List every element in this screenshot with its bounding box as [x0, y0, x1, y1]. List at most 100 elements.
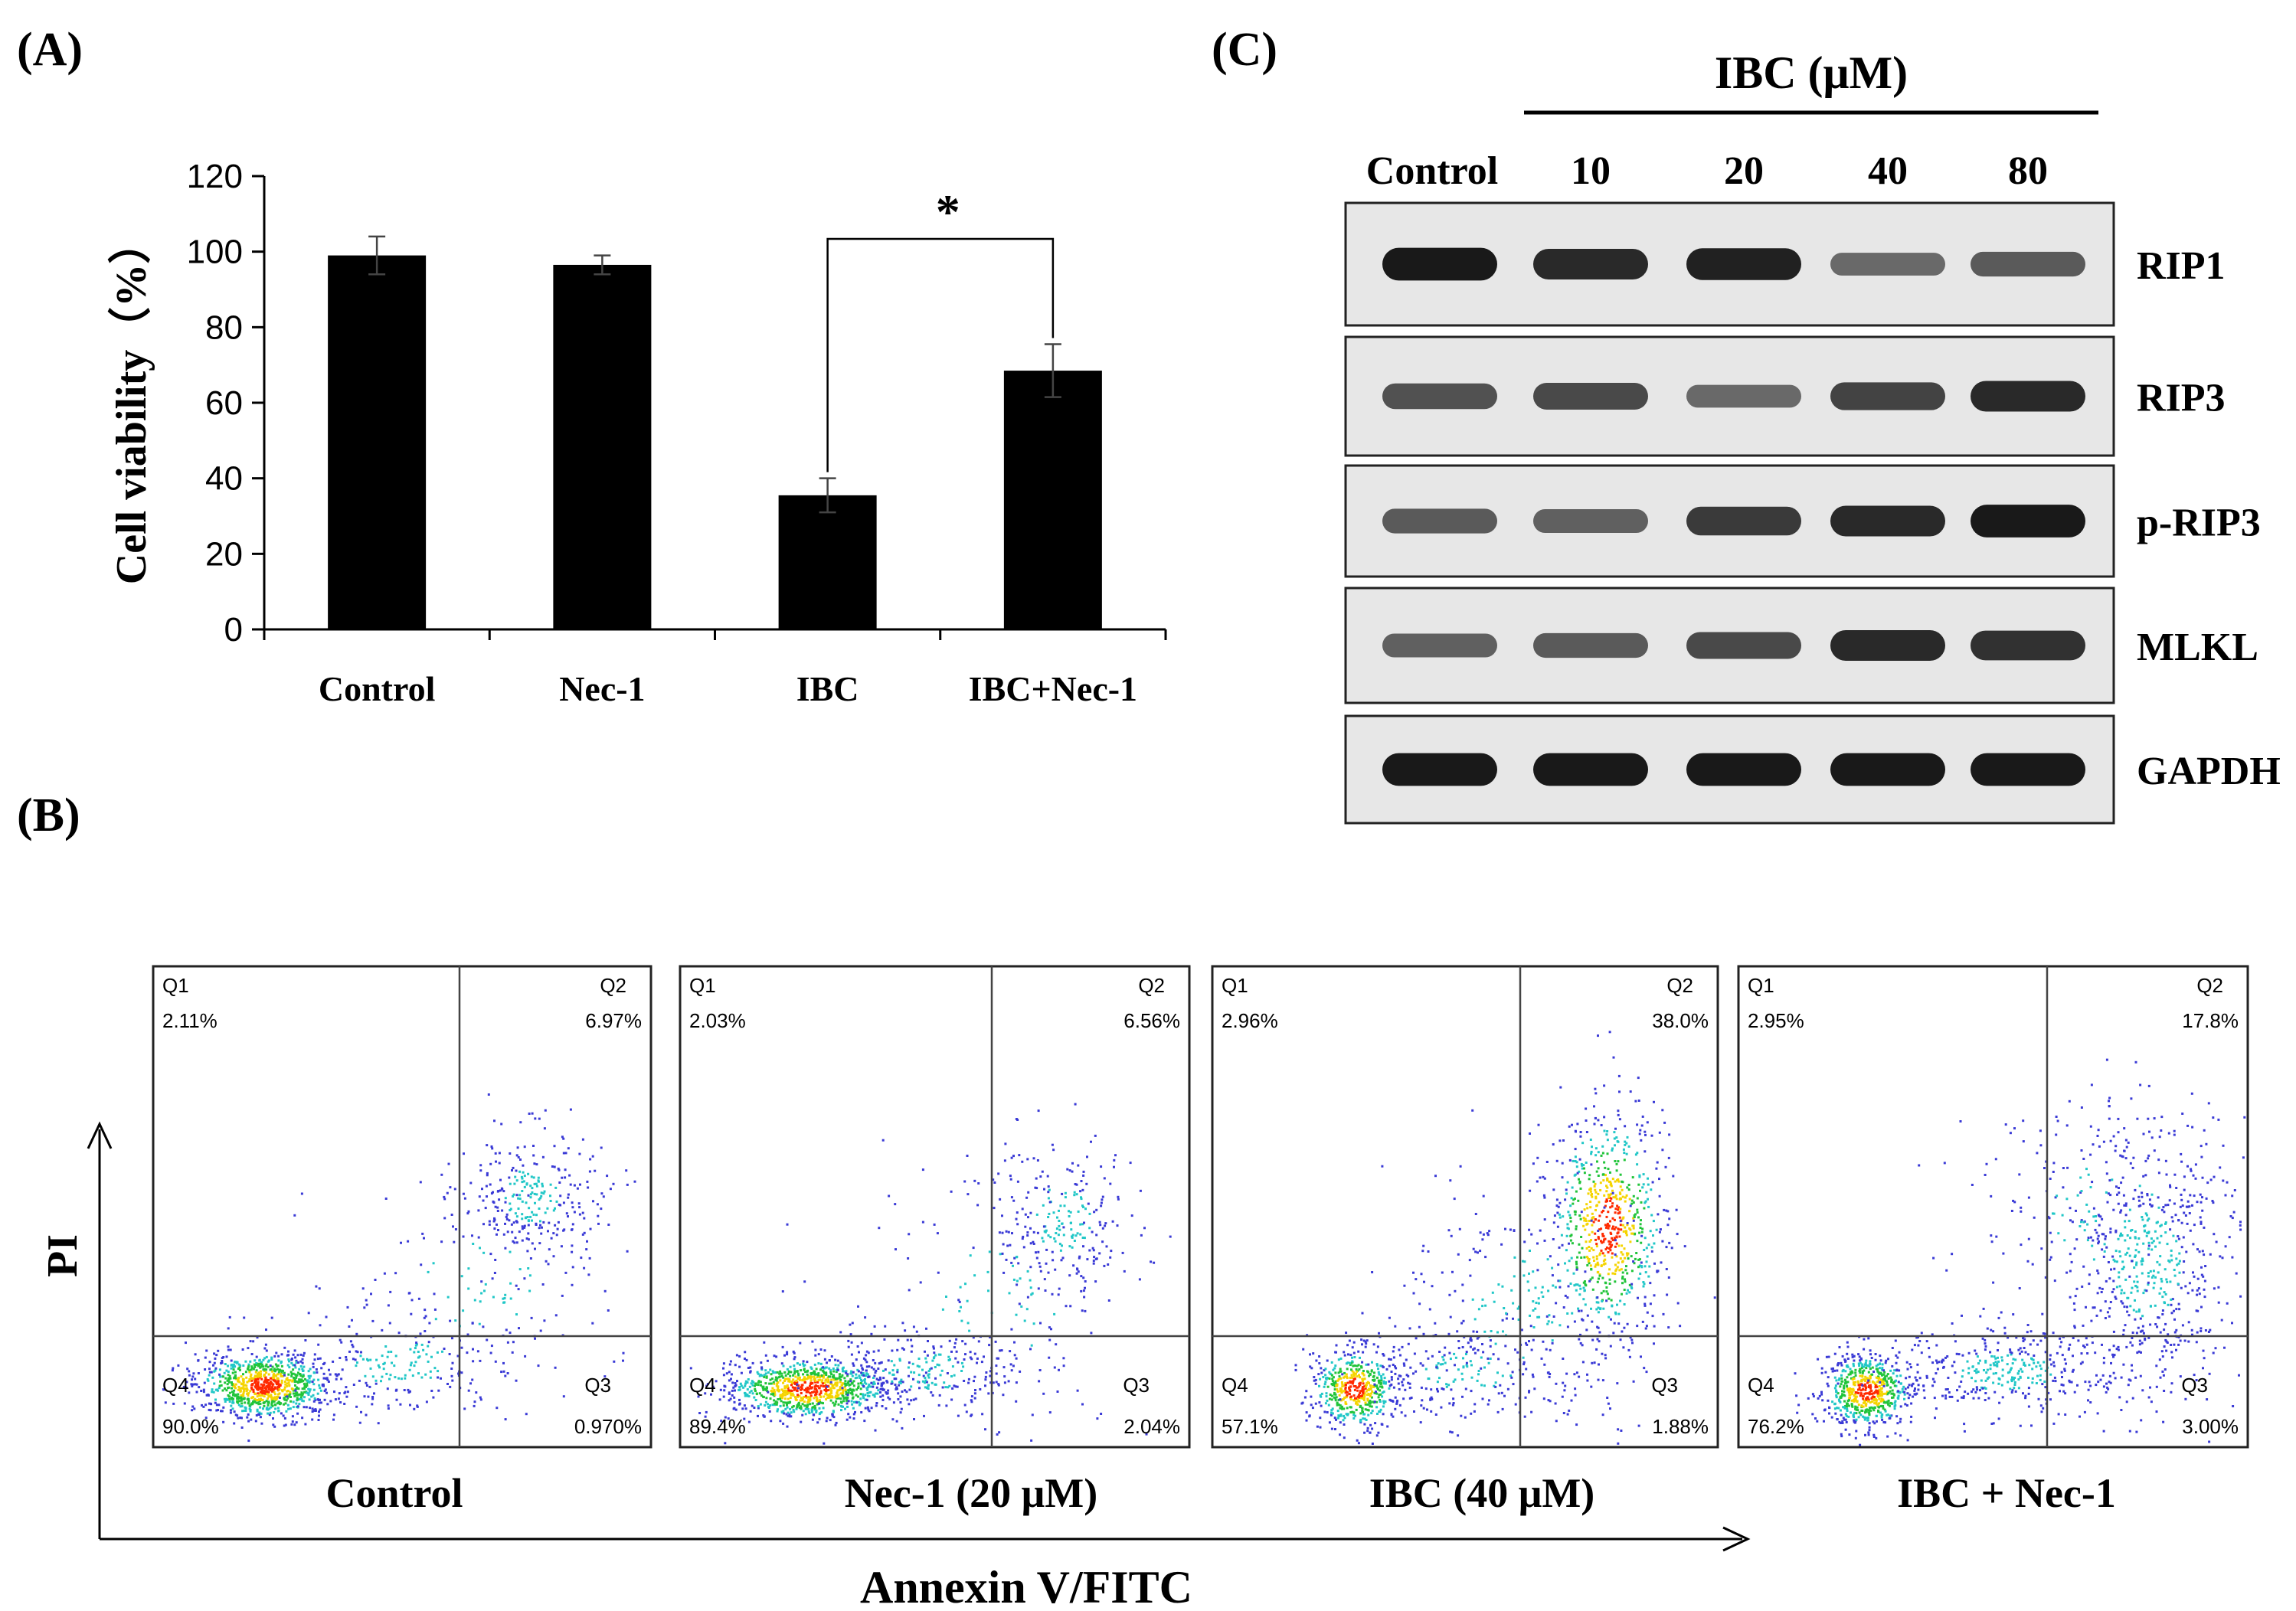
flow-dot [1572, 1198, 1575, 1201]
flow-dot [817, 1362, 820, 1365]
flow-dot [259, 1406, 262, 1409]
flow-dot [504, 1293, 507, 1296]
flow-dot [806, 1406, 809, 1409]
flow-dot [728, 1399, 731, 1402]
flow-dot [1013, 1256, 1016, 1260]
flow-dot [234, 1374, 237, 1377]
flow-dot [288, 1360, 290, 1363]
flow-dot [1031, 1413, 1034, 1417]
flow-dot [1843, 1384, 1846, 1387]
flow-dot [743, 1404, 746, 1407]
quadrant-value: 38.0% [1652, 1009, 1709, 1032]
flow-dot [1608, 1278, 1611, 1281]
flow-dot [1407, 1381, 1410, 1384]
flow-dot [1348, 1386, 1351, 1389]
flow-dot [1563, 1389, 1566, 1392]
flow-dot [787, 1389, 790, 1392]
flow-dot [1380, 1385, 1383, 1388]
flow-dot [1595, 1257, 1598, 1260]
flow-dot [387, 1304, 390, 1307]
flow-dot [1644, 1304, 1647, 1307]
flow-dot [1657, 1213, 1660, 1216]
flow-dot [297, 1393, 300, 1396]
flow-dot [1049, 1236, 1052, 1239]
flow-dot [793, 1370, 796, 1373]
flow-dot [1460, 1414, 1463, 1417]
flow-dot [803, 1364, 805, 1368]
flow-dot [1346, 1375, 1348, 1378]
flow-dot [483, 1289, 486, 1292]
flow-dot [1452, 1380, 1455, 1383]
flow-dot [1303, 1396, 1307, 1399]
flow-dot [1627, 1257, 1630, 1260]
flow-dot [1610, 1318, 1612, 1321]
flow-dot [1454, 1364, 1456, 1367]
flow-dot [779, 1397, 782, 1400]
flow-dot [858, 1351, 860, 1354]
flow-dot [785, 1401, 788, 1404]
flow-dot [823, 1358, 826, 1361]
flow-dot [1624, 1232, 1627, 1234]
flow-dot [987, 1392, 990, 1395]
flow-dot [1025, 1196, 1029, 1199]
blot-band-MLKL-3 [1830, 629, 1945, 662]
flow-dot [1580, 1162, 1583, 1165]
flow-dot [970, 1358, 973, 1361]
flow-dot [308, 1381, 311, 1384]
flow-dot [817, 1379, 820, 1382]
flow-dot [1094, 1257, 1097, 1260]
flow-dot [963, 1380, 966, 1382]
flow-dot [1398, 1403, 1401, 1407]
flow-dot [340, 1341, 343, 1344]
flow-dot [756, 1371, 759, 1374]
flow-dot [489, 1351, 492, 1354]
flow-dot [303, 1390, 306, 1394]
flow-dot [364, 1374, 367, 1377]
flow-dot [967, 1377, 970, 1381]
flow-dot [380, 1380, 382, 1383]
flow-dot [873, 1325, 876, 1328]
flow-dot [292, 1368, 295, 1371]
flow-dot [301, 1368, 304, 1371]
flow-dot [918, 1387, 921, 1390]
flow-dot [515, 1241, 518, 1244]
flow-dot [204, 1368, 207, 1371]
flow-dot [993, 1181, 996, 1184]
flow-dot [526, 1216, 529, 1218]
flow-dot [1105, 1245, 1108, 1248]
flow-dot [1652, 1220, 1655, 1223]
flow-dot [1589, 1206, 1592, 1209]
flow-dot [299, 1393, 303, 1396]
flow-dot [1053, 1312, 1056, 1315]
flow-dot [1532, 1326, 1536, 1328]
flow-dot [1651, 1181, 1654, 1184]
flow-dot [1092, 1262, 1095, 1265]
flow-dot [278, 1384, 281, 1386]
flow-dot [828, 1359, 831, 1361]
flow-dot [1575, 1283, 1578, 1286]
flow-dot [486, 1174, 489, 1177]
flow-dot [843, 1377, 846, 1380]
flow-dot [1574, 1148, 1577, 1151]
flow-dot [1358, 1400, 1361, 1403]
flow-dot [1535, 1302, 1538, 1304]
flow-dot [1392, 1345, 1395, 1348]
flow-dot [1571, 1312, 1574, 1315]
flow-dot [1603, 1206, 1606, 1209]
flow-dot [829, 1387, 832, 1390]
flow-dot [1096, 1417, 1099, 1420]
flow-dot [1886, 1374, 1888, 1377]
flow-dot [271, 1376, 274, 1379]
flow-dot [1504, 1345, 1507, 1348]
flow-dot [1405, 1358, 1408, 1361]
flow-dot [1575, 1268, 1578, 1271]
flow-dot [947, 1386, 950, 1389]
flow-dot [1578, 1338, 1581, 1341]
flow-dot [449, 1319, 452, 1322]
flow-dot [813, 1387, 816, 1390]
flow-dot [877, 1349, 880, 1352]
flow-dot [206, 1377, 209, 1381]
flow-dot [754, 1382, 757, 1385]
flow-dot [312, 1365, 315, 1368]
flow-dot [1016, 1211, 1019, 1214]
